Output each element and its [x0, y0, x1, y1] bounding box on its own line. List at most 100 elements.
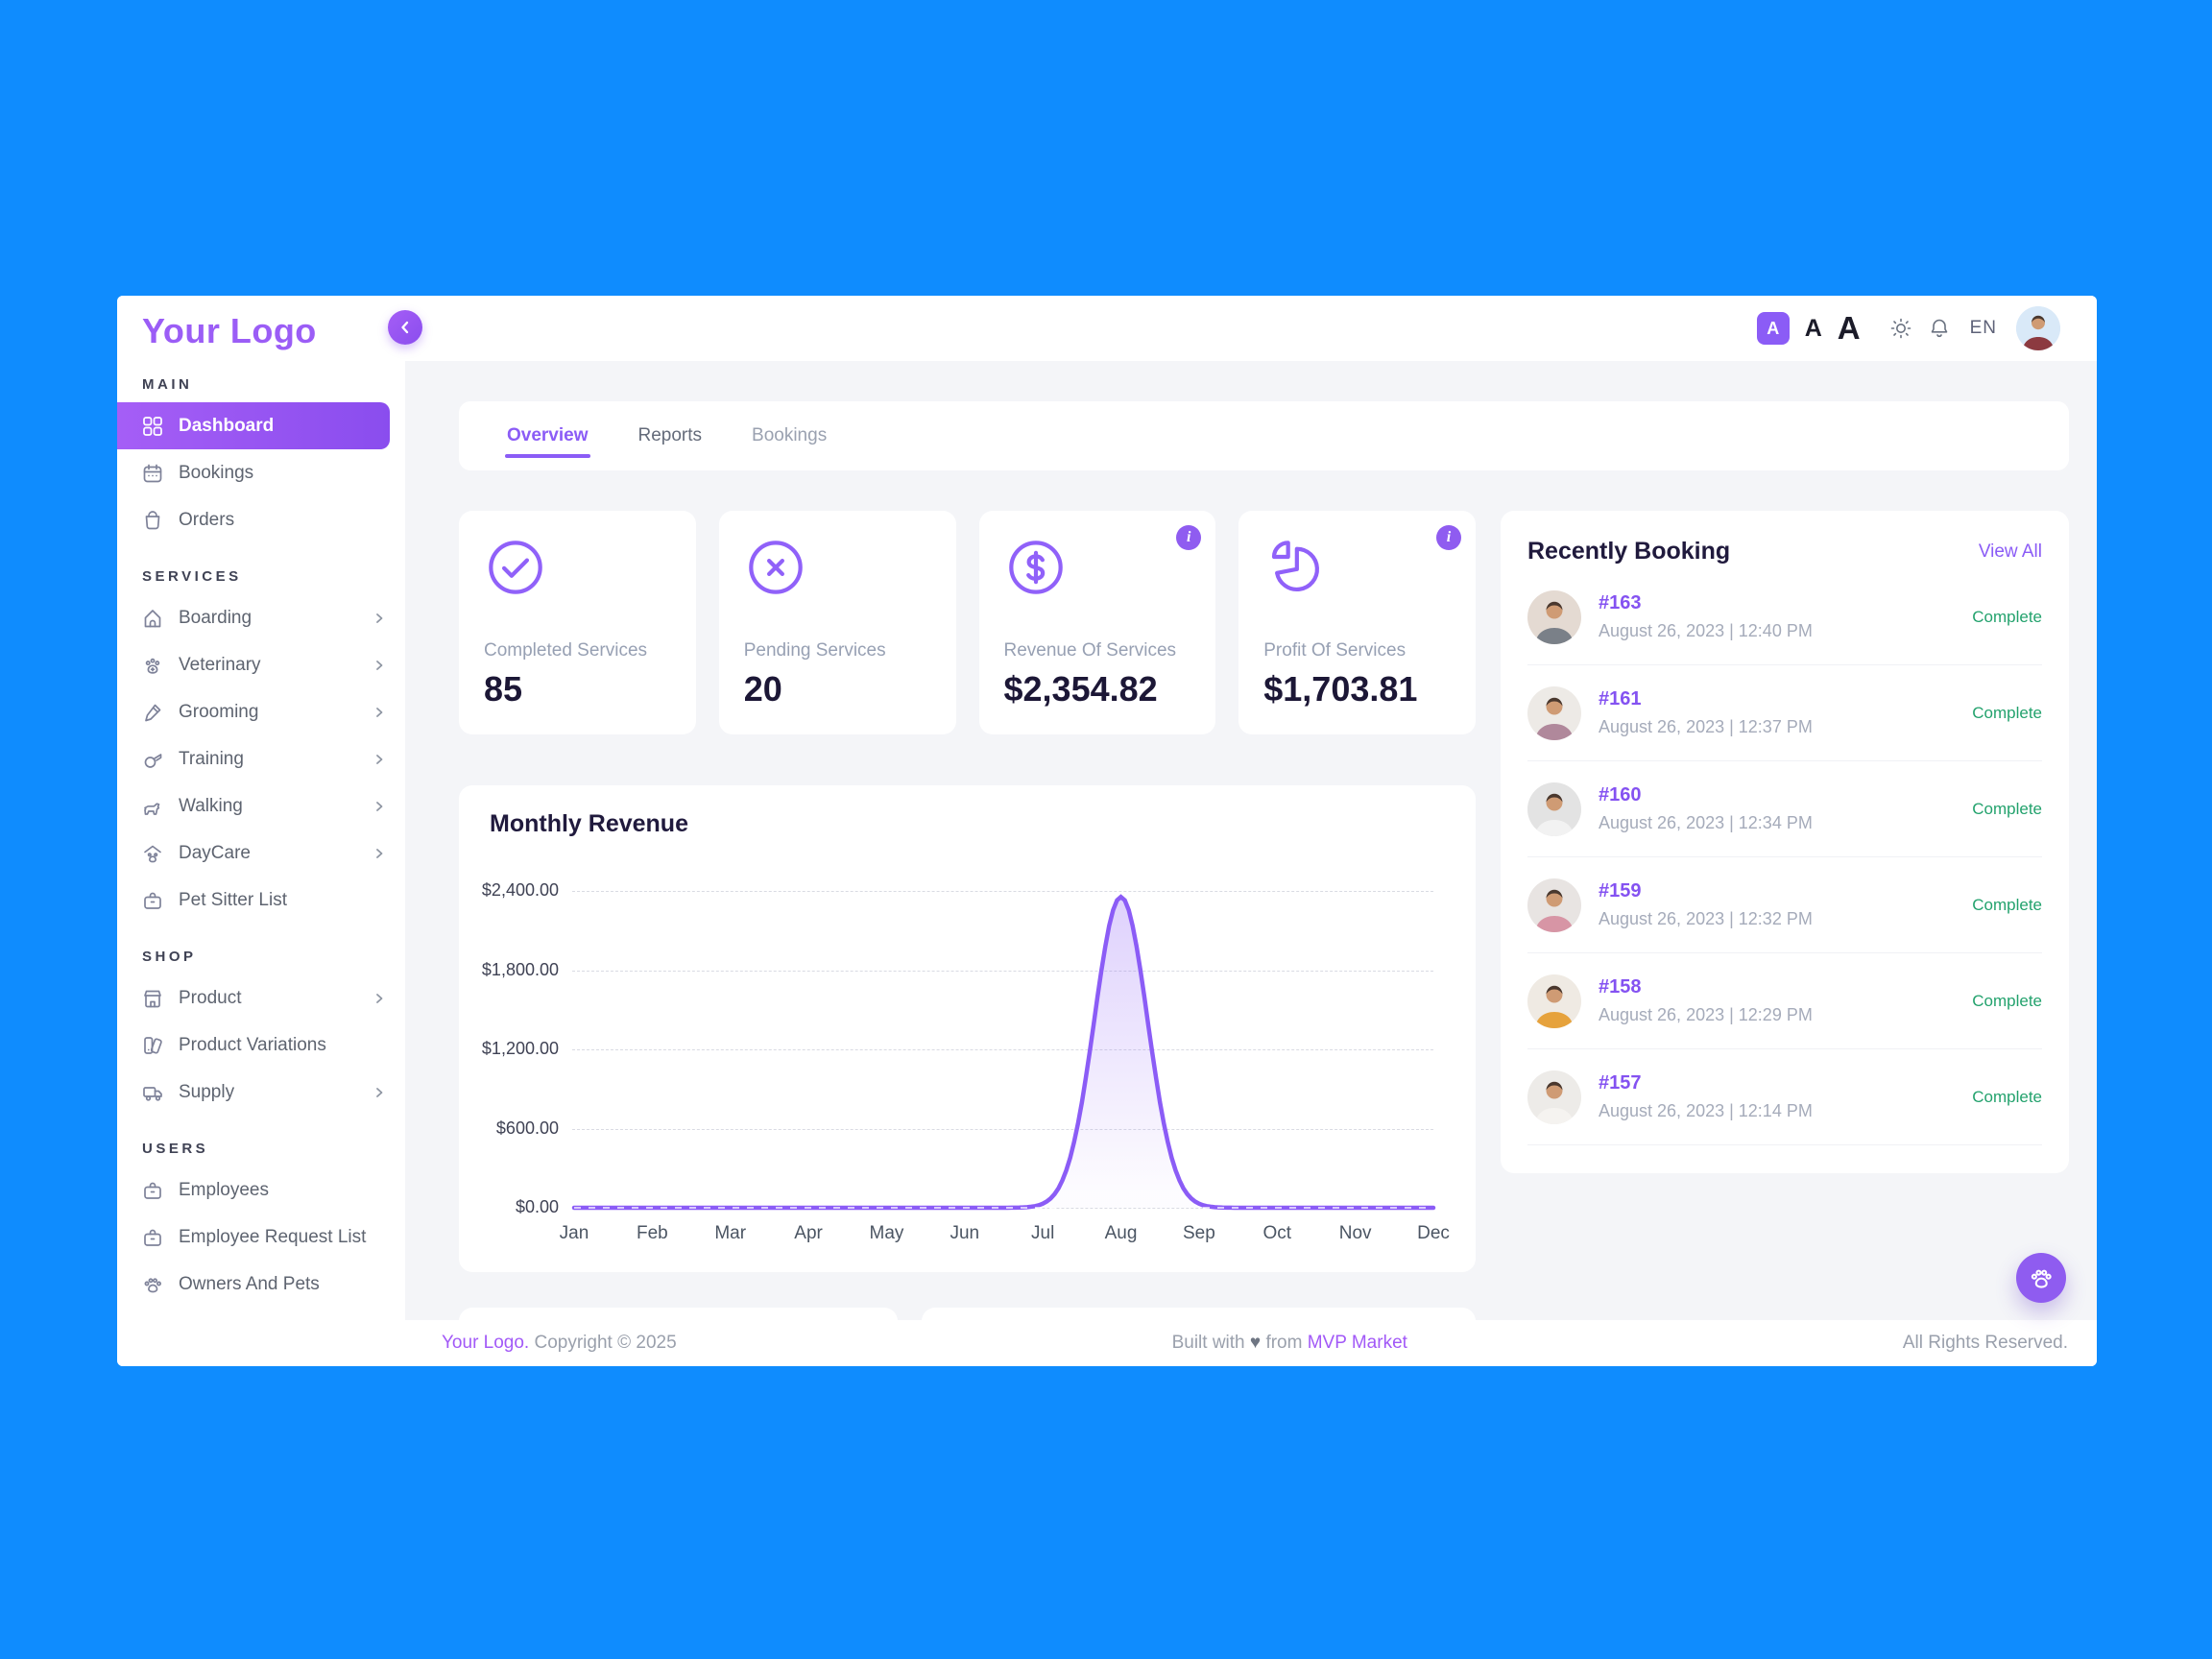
dollar-circle-icon	[1008, 541, 1063, 594]
mvp-market-link[interactable]: MVP Market	[1307, 1333, 1407, 1353]
doghouse-icon	[142, 608, 163, 629]
sidebar-item-pet-sitter-list[interactable]: Pet Sitter List	[117, 877, 405, 924]
booking-datetime: August 26, 2023 | 12:14 PM	[1599, 1101, 1813, 1120]
sidebar-item-boarding[interactable]: Boarding	[117, 594, 405, 641]
stat-label: Profit Of Services	[1263, 640, 1407, 661]
booking-row[interactable]: #161 August 26, 2023 | 12:37 PM Complete	[1527, 665, 2042, 761]
booking-id-link[interactable]: #163	[1599, 592, 1642, 613]
sidebar-item-orders[interactable]: Orders	[117, 496, 405, 543]
booking-id-link[interactable]: #158	[1599, 976, 1642, 998]
x-axis-tick: Sep	[1183, 1223, 1215, 1243]
stat-label: Completed Services	[484, 640, 648, 661]
sidebar-item-label: Training	[179, 748, 244, 769]
sidebar-item-training[interactable]: Training	[117, 735, 405, 782]
revenue-chart: $2,400.00 $1,800.00 $1,200.00 $600.00 $0.00 J…	[459, 785, 1476, 1272]
sidebar-item-employees[interactable]: Employees	[117, 1166, 405, 1214]
sidebar-item-walking[interactable]: Walking	[117, 782, 405, 830]
stat-value: 20	[743, 669, 782, 709]
app-logo: Your Logo	[142, 311, 317, 350]
footer-brand-link[interactable]: Your Logo.	[442, 1333, 530, 1353]
from-text: from	[1265, 1333, 1303, 1353]
booking-id-link[interactable]: #161	[1599, 688, 1642, 709]
partial-card	[922, 1308, 1476, 1320]
partial-card	[459, 1308, 898, 1320]
stat-card-revenue: i Revenue Of Services $2,354.82	[978, 511, 1216, 734]
sidebar-item-product-variations[interactable]: Product Variations	[117, 1022, 405, 1069]
sidebar-item-label: Orders	[179, 509, 235, 530]
sidebar-item-dashboard[interactable]: Dashboard	[117, 402, 390, 449]
recently-booking-panel: Recently Booking View All #163 August 26,…	[1501, 511, 2069, 1173]
sidebar-item-label: Employee Request List	[179, 1226, 367, 1247]
trimmer-icon	[142, 702, 163, 723]
sidebar-item-bookings[interactable]: Bookings	[117, 449, 405, 496]
booking-row[interactable]: #158 August 26, 2023 | 12:29 PM Complete	[1527, 953, 2042, 1049]
view-all-link[interactable]: View All	[1978, 541, 2042, 562]
paw-icon	[2031, 1269, 2052, 1288]
chevron-left-icon	[401, 321, 409, 334]
user-avatar[interactable]	[2016, 306, 2060, 350]
sidebar-item-veterinary[interactable]: Veterinary	[117, 641, 405, 688]
sidebar-item-label: Product	[179, 987, 242, 1008]
footer-copyright: Your Logo. Copyright © 2025	[442, 1333, 677, 1354]
font-size-large-button[interactable]: A	[1837, 310, 1861, 346]
heart-icon: ♥	[1249, 1333, 1262, 1353]
chevron-right-icon	[373, 753, 386, 766]
truck-icon	[142, 1082, 163, 1103]
booking-id-link[interactable]: #159	[1599, 880, 1642, 902]
booking-id-link[interactable]: #157	[1599, 1072, 1642, 1094]
sidebar-item-grooming[interactable]: Grooming	[117, 688, 405, 735]
sidebar: Your Logo MAIN Dashboard Bookings Orders…	[117, 296, 405, 1320]
theme-toggle-button[interactable]	[1889, 317, 1912, 340]
booking-id-link[interactable]: #160	[1599, 784, 1642, 805]
sun-icon	[1890, 318, 1911, 339]
booking-datetime: August 26, 2023 | 12:29 PM	[1599, 1005, 1813, 1024]
revenue-line-chart	[571, 894, 1436, 1211]
sidebar-item-label: Pet Sitter List	[179, 889, 287, 910]
font-size-small-button[interactable]: A	[1756, 312, 1790, 345]
customer-avatar	[1527, 589, 1581, 644]
storefront-icon	[142, 988, 163, 1009]
bell-icon	[1931, 319, 1947, 338]
notifications-button[interactable]	[1928, 317, 1951, 340]
panel-title: Recently Booking	[1527, 538, 1731, 565]
language-selector[interactable]: EN	[1969, 318, 1997, 338]
stat-card-profit: i Profit Of Services $1,703.81	[1238, 511, 1476, 734]
booking-row[interactable]: #163 August 26, 2023 | 12:40 PM Complete	[1527, 569, 2042, 665]
paw-fab-button[interactable]	[2016, 1253, 2066, 1303]
grid-icon	[142, 416, 163, 437]
footer: Your Logo. Copyright © 2025 Built with ♥…	[117, 1320, 2097, 1366]
tab-reports[interactable]: Reports	[637, 425, 703, 445]
x-axis-tick: Jun	[950, 1223, 980, 1243]
sidebar-collapse-button[interactable]	[388, 310, 422, 345]
customer-avatar	[1527, 1070, 1581, 1124]
sidebar-item-daycare[interactable]: DayCare	[117, 830, 405, 877]
briefcase-icon	[142, 1180, 163, 1201]
tab-overview[interactable]: Overview	[505, 425, 589, 458]
sidebar-section-users: USERS	[142, 1141, 209, 1157]
info-icon[interactable]: i	[1176, 525, 1202, 550]
tab-bookings[interactable]: Bookings	[752, 425, 828, 445]
sidebar-item-label: Supply	[179, 1081, 235, 1102]
stat-card-completed-services: Completed Services 85	[459, 511, 696, 734]
sidebar-item-product[interactable]: Product	[117, 974, 405, 1022]
below-fold-cards	[459, 1308, 1476, 1320]
info-icon[interactable]: i	[1436, 525, 1461, 550]
stat-value: $2,354.82	[1003, 669, 1158, 709]
font-size-medium-button[interactable]: A	[1804, 314, 1822, 342]
stat-label: Pending Services	[743, 640, 886, 661]
sidebar-item-employee-request-list[interactable]: Employee Request List	[117, 1214, 405, 1261]
x-axis-tick: Apr	[794, 1223, 823, 1243]
app-window: Your Logo MAIN Dashboard Bookings Orders…	[117, 296, 2097, 1366]
y-axis-tick: $600.00	[495, 1118, 559, 1138]
booking-row[interactable]: #157 August 26, 2023 | 12:14 PM Complete	[1527, 1049, 2042, 1145]
sidebar-item-owners-and-pets[interactable]: Owners And Pets	[117, 1261, 405, 1308]
booking-row[interactable]: #159 August 26, 2023 | 12:32 PM Complete	[1527, 857, 2042, 953]
topbar-controls: A A A EN	[1756, 306, 2097, 350]
booking-datetime: August 26, 2023 | 12:32 PM	[1599, 909, 1813, 928]
booking-row[interactable]: #160 August 26, 2023 | 12:34 PM Complete	[1527, 761, 2042, 857]
sidebar-item-supply[interactable]: Supply	[117, 1069, 405, 1116]
sidebar-item-label: Bookings	[179, 462, 254, 483]
whistle-icon	[142, 749, 163, 770]
sidebar-item-label: Dashboard	[179, 415, 275, 436]
